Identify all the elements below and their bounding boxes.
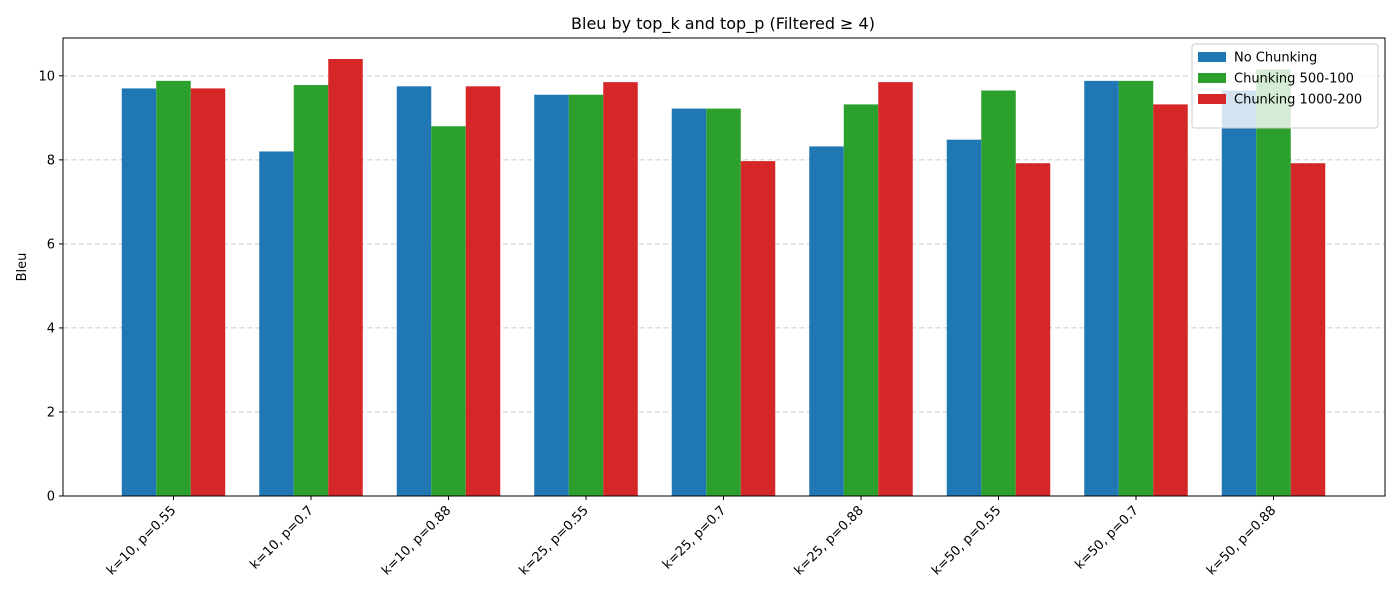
bar-2-3 bbox=[431, 126, 466, 497]
bar-1-8 bbox=[1084, 80, 1119, 497]
legend-label-2: Chunking 500-100 bbox=[1234, 72, 1354, 87]
y-tick-label-4: 8 bbox=[47, 153, 55, 168]
bar-1-7 bbox=[946, 139, 982, 497]
y-tick-label-3: 6 bbox=[47, 237, 55, 252]
bar-1-3 bbox=[396, 86, 432, 496]
x-tick-label-5: k=25, p=0.88 bbox=[792, 503, 867, 578]
bar-3-3 bbox=[465, 86, 501, 496]
bar-2-9 bbox=[1256, 69, 1291, 496]
x-tick-label-7: k=50, p=0.7 bbox=[1072, 503, 1141, 572]
bar-3-9 bbox=[1290, 163, 1326, 497]
bar-1-1 bbox=[121, 88, 157, 496]
legend-label-1: No Chunking bbox=[1234, 51, 1317, 66]
bar-2-7 bbox=[981, 90, 1016, 496]
bar-1-2 bbox=[259, 151, 294, 497]
y-tick-label-0: 0 bbox=[47, 490, 55, 505]
bar-1-9 bbox=[1221, 90, 1257, 496]
x-tick-label-8: k=50, p=0.88 bbox=[1204, 503, 1279, 578]
bar-2-5 bbox=[706, 108, 741, 497]
y-tick-label-5: 10 bbox=[38, 69, 55, 84]
legend: No Chunking Chunking 500-100 Chunking 1000… bbox=[1191, 43, 1379, 129]
legend-box bbox=[1191, 43, 1379, 129]
bar-2-6 bbox=[843, 104, 879, 497]
x-tick-label-1: k=10, p=0.7 bbox=[247, 503, 316, 572]
y-axis-label: Bleu bbox=[15, 253, 30, 282]
bar-3-7 bbox=[1015, 163, 1051, 497]
legend-swatch-2 bbox=[1198, 73, 1226, 83]
bar-3-2 bbox=[328, 59, 363, 496]
bar-3-5 bbox=[740, 161, 776, 496]
bar-3-4 bbox=[603, 82, 638, 496]
bar-3-1 bbox=[190, 88, 226, 496]
y-ticks: 0 2 4 6 8 10 bbox=[38, 69, 63, 505]
x-tick-label-3: k=25, p=0.55 bbox=[517, 503, 592, 578]
bar-2-2 bbox=[293, 85, 329, 496]
bars bbox=[121, 59, 1326, 497]
x-ticks: k=10, p=0.55 k=10, p=0.7 k=10, p=0.88 k=25,… bbox=[104, 496, 1279, 578]
bar-2-8 bbox=[1118, 80, 1154, 497]
bar-2-4 bbox=[568, 94, 604, 497]
y-tick-label-1: 2 bbox=[47, 405, 55, 420]
legend-swatch-1 bbox=[1198, 52, 1226, 62]
bar-3-6 bbox=[878, 82, 913, 496]
bar-2-1 bbox=[156, 80, 191, 497]
legend-label-3: Chunking 1000-200 bbox=[1234, 93, 1362, 108]
x-tick-label-0: k=10, p=0.55 bbox=[104, 503, 179, 578]
bar-1-4 bbox=[534, 94, 569, 497]
x-tick-label-6: k=50, p=0.55 bbox=[929, 503, 1004, 578]
chart-title: Bleu by top_k and top_p (Filtered ≥ 4) bbox=[571, 14, 875, 34]
y-tick-label-2: 4 bbox=[47, 321, 55, 336]
bar-1-6 bbox=[809, 146, 844, 496]
legend-swatch-3 bbox=[1198, 94, 1226, 104]
bar-1-5 bbox=[671, 108, 707, 497]
bar-3-8 bbox=[1153, 104, 1188, 497]
x-tick-label-4: k=25, p=0.7 bbox=[660, 503, 729, 572]
x-tick-label-2: k=10, p=0.88 bbox=[379, 503, 454, 578]
